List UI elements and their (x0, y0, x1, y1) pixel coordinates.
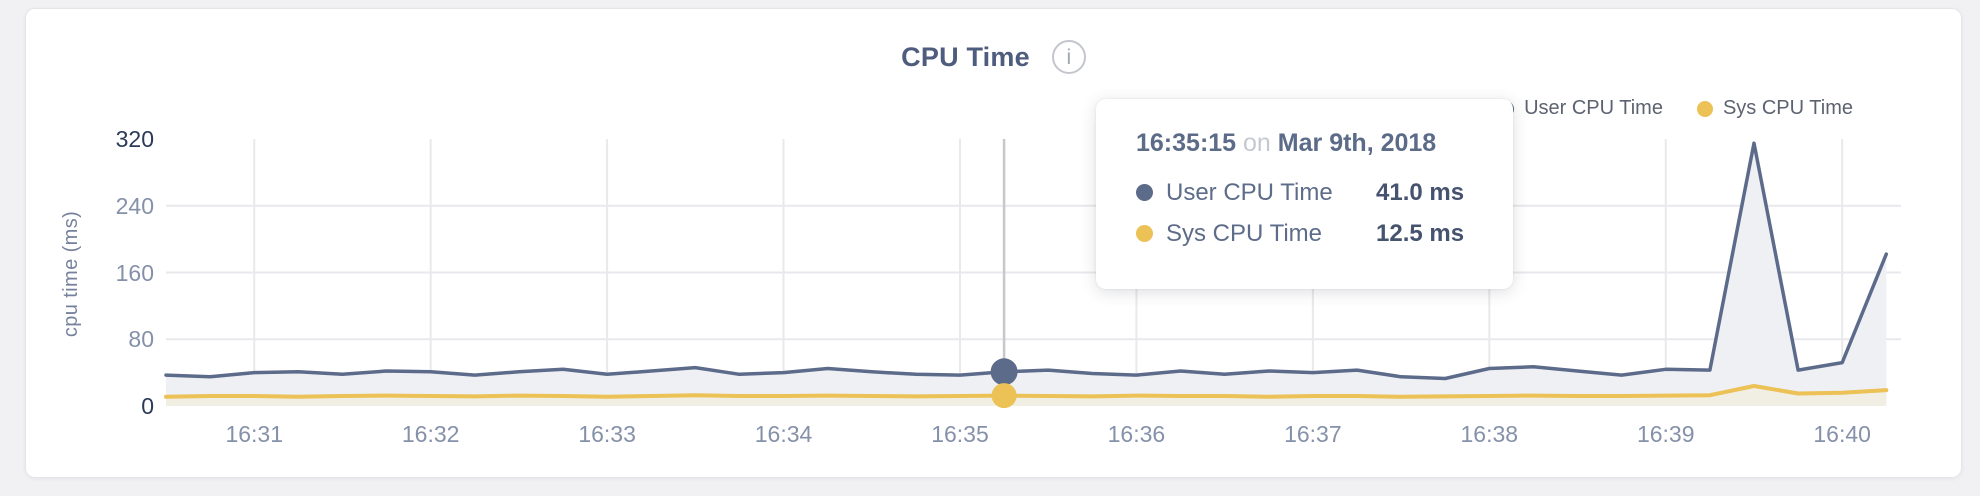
tooltip-date: Mar 9th, 2018 (1277, 129, 1437, 157)
x-tick-label: 16:31 (225, 421, 283, 447)
info-icon-glyph: i (1066, 45, 1072, 69)
cpu-time-chart-card: CPU Time i User CPU Time Sys CPU Time cpu… (25, 8, 1962, 478)
tooltip-rows: User CPU Time 41.0 ms Sys CPU Time 12.5 ms (1136, 172, 1513, 254)
tooltip-conjunction: on (1243, 129, 1271, 157)
tooltip-series-dot (1136, 225, 1153, 242)
tooltip-row: User CPU Time 41.0 ms (1136, 172, 1513, 213)
legend-label: Sys CPU Time (1722, 97, 1853, 119)
chart-plot-svg[interactable] (164, 139, 1901, 409)
x-tick-label: 16:39 (1636, 421, 1695, 447)
x-tick-label: 16:33 (578, 421, 636, 447)
chart-title: CPU Time (901, 41, 1030, 72)
tooltip-series-value: 41.0 ms (1376, 178, 1465, 206)
x-tick-label: 16:37 (1284, 421, 1342, 447)
x-tick-label: 16:40 (1813, 421, 1871, 447)
x-tick-label: 16:38 (1460, 421, 1519, 447)
tooltip-series-label: Sys CPU Time (1166, 219, 1323, 247)
y-tick-label: 320 (115, 126, 154, 152)
tooltip-series-label: User CPU Time (1166, 178, 1333, 206)
legend-label: User CPU Time (1524, 97, 1663, 119)
x-tick-label: 16:36 (1107, 421, 1166, 447)
tooltip-header: 16:35:15 on Mar 9th, 2018 (1136, 129, 1513, 158)
tooltip-series-value: 12.5 ms (1376, 219, 1465, 247)
user-cpu-area (166, 143, 1887, 406)
legend-item-sys-cpu-time[interactable]: Sys CPU Time (1696, 97, 1853, 120)
y-tick-label: 80 (128, 326, 154, 353)
info-icon[interactable]: i (1051, 40, 1086, 74)
legend-item-user-cpu-time[interactable]: User CPU Time (1498, 97, 1663, 120)
plot-region[interactable] (164, 139, 1901, 409)
y-tick-label: 0 (141, 393, 154, 419)
chart-tooltip: 16:35:15 on Mar 9th, 2018 User CPU Time 4… (1096, 99, 1513, 289)
tooltip-series-dot (1136, 184, 1153, 201)
selected-point-sys (991, 383, 1017, 409)
y-tick-label: 160 (115, 259, 154, 286)
tooltip-time: 16:35:15 (1136, 129, 1237, 157)
selected-point-user (990, 358, 1018, 386)
user-cpu-line (164, 141, 1889, 381)
legend-dot (1696, 100, 1713, 117)
y-tick-label: 240 (115, 192, 154, 219)
chart-header: CPU Time i (26, 39, 1961, 75)
x-tick-label: 16:34 (754, 421, 813, 447)
x-tick-label: 16:32 (401, 421, 460, 447)
chart-legend: User CPU Time Sys CPU Time (1498, 97, 1853, 120)
sys-cpu-line (164, 384, 1889, 399)
x-tick-label: 16:35 (931, 421, 989, 447)
tooltip-row: Sys CPU Time 12.5 ms (1136, 213, 1513, 254)
